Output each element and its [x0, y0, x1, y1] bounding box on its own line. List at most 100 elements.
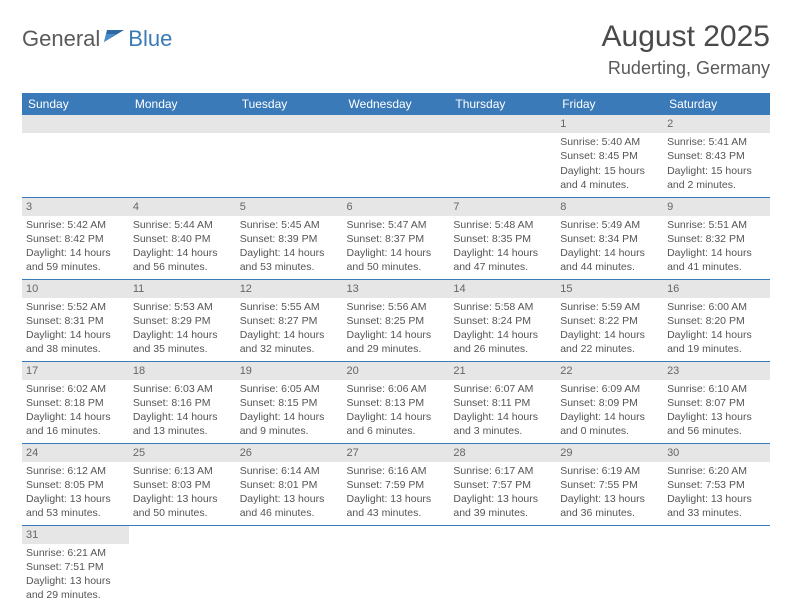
sunrise-text: Sunrise: 6:17 AM — [453, 464, 552, 478]
day-number: 21 — [449, 362, 556, 380]
daylight-text: Daylight: 13 hours and 36 minutes. — [560, 492, 659, 520]
calendar-cell: 4 Sunrise: 5:44 AMSunset: 8:40 PMDaylight… — [129, 197, 236, 279]
day-number: 25 — [129, 444, 236, 462]
flag-icon — [104, 28, 126, 47]
daylight-text: Daylight: 15 hours and 2 minutes. — [667, 164, 766, 192]
daylight-text: Daylight: 14 hours and 35 minutes. — [133, 328, 232, 356]
daylight-text: Daylight: 14 hours and 47 minutes. — [453, 246, 552, 274]
day-number: 14 — [449, 280, 556, 298]
sunrise-text: Sunrise: 5:44 AM — [133, 218, 232, 232]
day-details: Sunrise: 6:16 AMSunset: 7:59 PMDaylight:… — [343, 462, 450, 525]
day-number: 9 — [663, 198, 770, 216]
sunrise-text: Sunrise: 6:20 AM — [667, 464, 766, 478]
daylight-text: Daylight: 14 hours and 44 minutes. — [560, 246, 659, 274]
daylight-text: Daylight: 14 hours and 59 minutes. — [26, 246, 125, 274]
calendar-cell: 30Sunrise: 6:20 AMSunset: 7:53 PMDayligh… — [663, 443, 770, 525]
location-label: Ruderting, Germany — [602, 58, 770, 79]
header: General Blue August 2025 Ruderting, Germ… — [22, 20, 770, 79]
day-number: 1 — [556, 115, 663, 133]
day-details: Sunrise: 5:42 AMSunset: 8:42 PMDaylight:… — [22, 216, 129, 279]
day-number: 6 — [343, 198, 450, 216]
calendar-cell: 10Sunrise: 5:52 AMSunset: 8:31 PMDayligh… — [22, 279, 129, 361]
day-number: 11 — [129, 280, 236, 298]
sunset-text: Sunset: 7:55 PM — [560, 478, 659, 492]
sunset-text: Sunset: 8:45 PM — [560, 149, 659, 163]
calendar-cell: 31Sunrise: 6:21 AMSunset: 7:51 PMDayligh… — [22, 525, 129, 607]
day-number-band — [343, 115, 450, 133]
sunrise-text: Sunrise: 6:16 AM — [347, 464, 446, 478]
daylight-text: Daylight: 14 hours and 3 minutes. — [453, 410, 552, 438]
day-number: 30 — [663, 444, 770, 462]
calendar-cell — [129, 525, 236, 607]
sunrise-text: Sunrise: 5:45 AM — [240, 218, 339, 232]
sunset-text: Sunset: 8:01 PM — [240, 478, 339, 492]
calendar-week-row: 1Sunrise: 5:40 AMSunset: 8:45 PMDaylight… — [22, 115, 770, 197]
day-details: Sunrise: 5:45 AMSunset: 8:39 PMDaylight:… — [236, 216, 343, 279]
calendar-cell — [343, 525, 450, 607]
sunrise-text: Sunrise: 5:48 AM — [453, 218, 552, 232]
sunrise-text: Sunrise: 6:07 AM — [453, 382, 552, 396]
day-details: Sunrise: 5:56 AMSunset: 8:25 PMDaylight:… — [343, 298, 450, 361]
calendar-table: Sunday Monday Tuesday Wednesday Thursday… — [22, 93, 770, 607]
calendar-cell: 15Sunrise: 5:59 AMSunset: 8:22 PMDayligh… — [556, 279, 663, 361]
day-number: 19 — [236, 362, 343, 380]
sunset-text: Sunset: 8:09 PM — [560, 396, 659, 410]
day-number-band — [22, 115, 129, 133]
sunrise-text: Sunrise: 6:00 AM — [667, 300, 766, 314]
sunset-text: Sunset: 8:32 PM — [667, 232, 766, 246]
daylight-text: Daylight: 15 hours and 4 minutes. — [560, 164, 659, 192]
sunrise-text: Sunrise: 5:41 AM — [667, 135, 766, 149]
day-details: Sunrise: 5:47 AMSunset: 8:37 PMDaylight:… — [343, 216, 450, 279]
daylight-text: Daylight: 14 hours and 38 minutes. — [26, 328, 125, 356]
sunrise-text: Sunrise: 6:03 AM — [133, 382, 232, 396]
day-number: 12 — [236, 280, 343, 298]
day-number: 29 — [556, 444, 663, 462]
calendar-week-row: 3Sunrise: 5:42 AMSunset: 8:42 PMDaylight… — [22, 197, 770, 279]
sunrise-text: Sunrise: 5:49 AM — [560, 218, 659, 232]
sunset-text: Sunset: 8:31 PM — [26, 314, 125, 328]
day-number: 24 — [22, 444, 129, 462]
calendar-cell: 20Sunrise: 6:06 AMSunset: 8:13 PMDayligh… — [343, 361, 450, 443]
day-details: Sunrise: 6:20 AMSunset: 7:53 PMDaylight:… — [663, 462, 770, 525]
title-block: August 2025 Ruderting, Germany — [602, 20, 770, 79]
day-number: 26 — [236, 444, 343, 462]
day-number: 15 — [556, 280, 663, 298]
sunset-text: Sunset: 8:43 PM — [667, 149, 766, 163]
day-number: 31 — [22, 526, 129, 544]
sunset-text: Sunset: 8:37 PM — [347, 232, 446, 246]
day-details: Sunrise: 6:12 AMSunset: 8:05 PMDaylight:… — [22, 462, 129, 525]
day-details: Sunrise: 6:02 AMSunset: 8:18 PMDaylight:… — [22, 380, 129, 443]
daylight-text: Daylight: 14 hours and 6 minutes. — [347, 410, 446, 438]
sunrise-text: Sunrise: 6:09 AM — [560, 382, 659, 396]
day-header: Saturday — [663, 93, 770, 115]
sunset-text: Sunset: 8:40 PM — [133, 232, 232, 246]
calendar-cell: 14Sunrise: 5:58 AMSunset: 8:24 PMDayligh… — [449, 279, 556, 361]
sunset-text: Sunset: 8:20 PM — [667, 314, 766, 328]
calendar-cell — [236, 525, 343, 607]
day-details: Sunrise: 5:59 AMSunset: 8:22 PMDaylight:… — [556, 298, 663, 361]
day-number: 4 — [129, 198, 236, 216]
day-details: Sunrise: 5:55 AMSunset: 8:27 PMDaylight:… — [236, 298, 343, 361]
day-number: 16 — [663, 280, 770, 298]
logo-text-part1: General — [22, 26, 100, 52]
day-number: 8 — [556, 198, 663, 216]
daylight-text: Daylight: 14 hours and 13 minutes. — [133, 410, 232, 438]
daylight-text: Daylight: 14 hours and 56 minutes. — [133, 246, 232, 274]
calendar-cell: 1Sunrise: 5:40 AMSunset: 8:45 PMDaylight… — [556, 115, 663, 197]
daylight-text: Daylight: 14 hours and 41 minutes. — [667, 246, 766, 274]
sunrise-text: Sunrise: 5:59 AM — [560, 300, 659, 314]
calendar-cell — [663, 525, 770, 607]
day-header-row: Sunday Monday Tuesday Wednesday Thursday… — [22, 93, 770, 115]
calendar-cell: 6Sunrise: 5:47 AMSunset: 8:37 PMDaylight… — [343, 197, 450, 279]
day-details: Sunrise: 5:53 AMSunset: 8:29 PMDaylight:… — [129, 298, 236, 361]
daylight-text: Daylight: 14 hours and 32 minutes. — [240, 328, 339, 356]
sunset-text: Sunset: 8:35 PM — [453, 232, 552, 246]
calendar-cell — [236, 115, 343, 197]
sunrise-text: Sunrise: 5:47 AM — [347, 218, 446, 232]
logo: General Blue — [22, 26, 172, 52]
daylight-text: Daylight: 13 hours and 39 minutes. — [453, 492, 552, 520]
sunset-text: Sunset: 8:24 PM — [453, 314, 552, 328]
daylight-text: Daylight: 13 hours and 29 minutes. — [26, 574, 125, 602]
sunset-text: Sunset: 8:34 PM — [560, 232, 659, 246]
day-number-band — [449, 115, 556, 133]
